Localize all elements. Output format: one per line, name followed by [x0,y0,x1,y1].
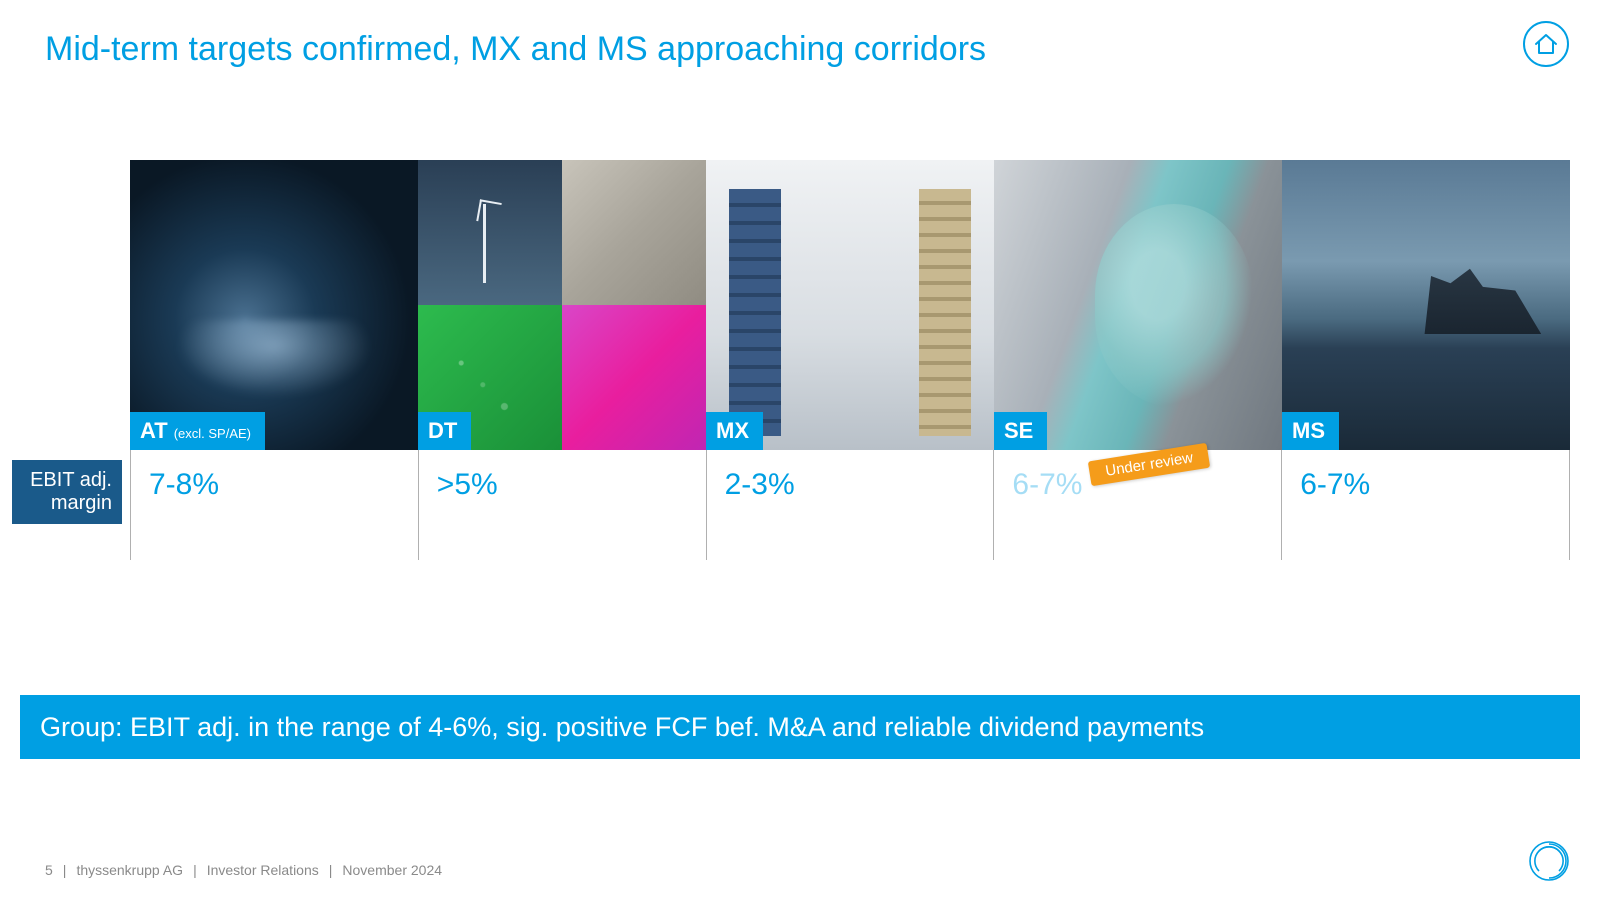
segment-image-dt: DT [418,160,706,450]
value-text: 6-7% [1300,468,1370,501]
slide-title: Mid-term targets confirmed, MX and MS ap… [45,30,986,69]
segment-image-ms: MS [1282,160,1570,450]
value-mx: 2-3% [706,450,994,560]
footer-sep: | [193,862,197,878]
segment-image-row: AT (excl. SP/AE) DT MX SE MS [130,160,1570,450]
ebit-margin-values: 7-8% >5% 2-3% 6-7% Under review 6-7% [130,450,1570,560]
segment-tag-at: AT (excl. SP/AE) [130,412,265,450]
segment-tag-se: SE [994,412,1047,450]
value-se: 6-7% Under review [993,450,1281,560]
segment-code: AT [140,418,168,444]
value-text: 7-8% [149,468,219,501]
page-number: 5 [45,862,53,878]
segment-image-se: SE [994,160,1282,450]
segment-tag-mx: MX [706,412,763,450]
value-ms: 6-7% [1281,450,1570,560]
segment-image-mx: MX [706,160,994,450]
ebit-margin-label: EBIT adj. margin [12,460,122,524]
value-text: 6-7% [1012,468,1082,501]
footer-date: November 2024 [342,862,442,878]
value-dt: >5% [418,450,706,560]
segment-image-at: AT (excl. SP/AE) [130,160,418,450]
value-text: >5% [437,468,498,501]
segment-code: MX [716,418,749,444]
footer-company: thyssenkrupp AG [76,862,183,878]
footer-sep: | [63,862,67,878]
slide-footer: 5 | thyssenkrupp AG | Investor Relations… [45,862,442,878]
thyssenkrupp-logo-icon [1528,840,1570,882]
value-text: 2-3% [725,468,795,501]
footer-dept: Investor Relations [207,862,319,878]
under-review-badge: Under review [1088,443,1211,487]
segment-subnote: (excl. SP/AE) [174,426,251,441]
home-icon[interactable] [1522,20,1570,68]
value-at: 7-8% [130,450,418,560]
segment-code: SE [1004,418,1033,444]
group-statement-bar: Group: EBIT adj. in the range of 4-6%, s… [20,695,1580,759]
footer-sep: | [329,862,333,878]
segment-tag-dt: DT [418,412,471,450]
segment-tag-ms: MS [1282,412,1339,450]
segment-code: MS [1292,418,1325,444]
segment-code: DT [428,418,457,444]
